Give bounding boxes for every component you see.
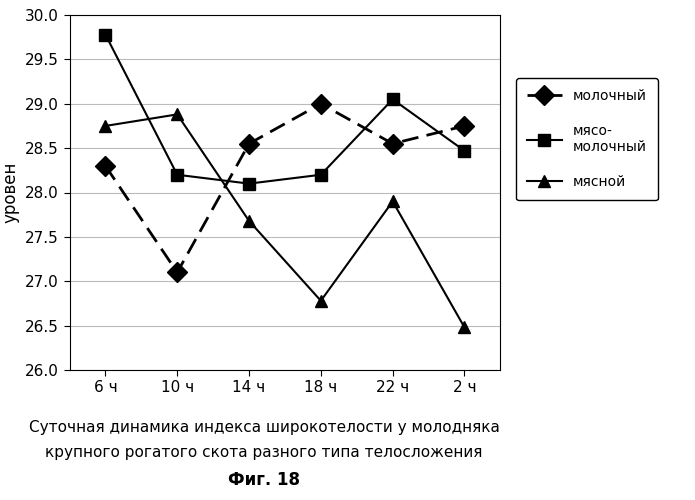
Y-axis label: уровен: уровен	[1, 162, 19, 223]
Legend: молочный, мясо-
молочный, мясной: молочный, мясо- молочный, мясной	[516, 78, 658, 200]
Text: Суточная динамика индекса широкотелости у молодняка: Суточная динамика индекса широкотелости …	[28, 420, 500, 435]
Text: Фиг. 18: Фиг. 18	[228, 471, 300, 489]
Text: крупного рогатого скота разного типа телосложения: крупного рогатого скота разного типа тел…	[45, 445, 483, 460]
